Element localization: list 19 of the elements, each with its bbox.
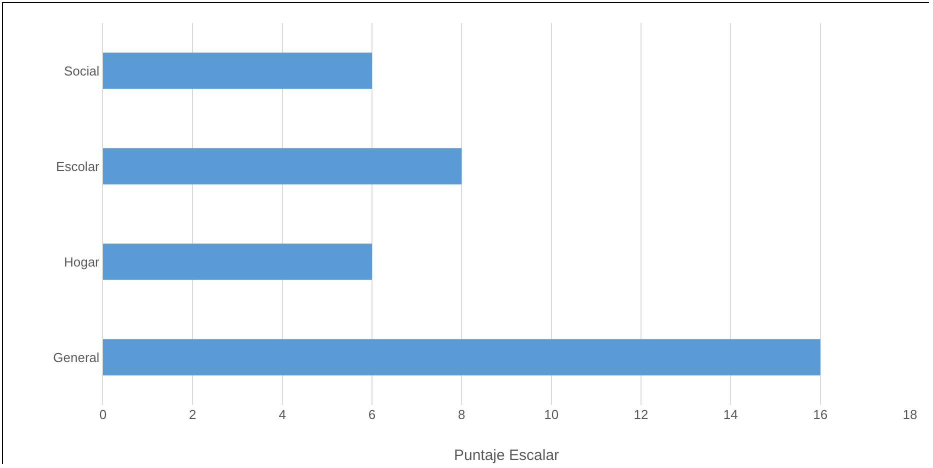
x-tick-label: 4 <box>278 407 286 422</box>
x-tick-label: 14 <box>723 407 738 422</box>
x-tick-label: 2 <box>189 407 196 422</box>
y-tick-label: Escolar <box>56 158 100 174</box>
bar <box>103 52 372 89</box>
bar <box>103 244 372 280</box>
x-tick-label: 16 <box>813 407 828 422</box>
x-tick-label: 12 <box>634 407 648 422</box>
x-tick-label: 10 <box>544 407 559 422</box>
x-axis-title: Puntaje Escalar <box>454 447 560 464</box>
y-tick-label: Hogar <box>64 254 100 270</box>
y-tick-label: Social <box>64 63 100 78</box>
x-tick-label: 8 <box>458 407 466 422</box>
x-tick-label: 0 <box>99 407 107 422</box>
x-tick-label: 6 <box>368 407 376 422</box>
bar <box>103 148 462 184</box>
bar <box>103 339 820 376</box>
y-tick-label: General <box>53 350 100 365</box>
x-tick-label: 18 <box>902 407 918 422</box>
